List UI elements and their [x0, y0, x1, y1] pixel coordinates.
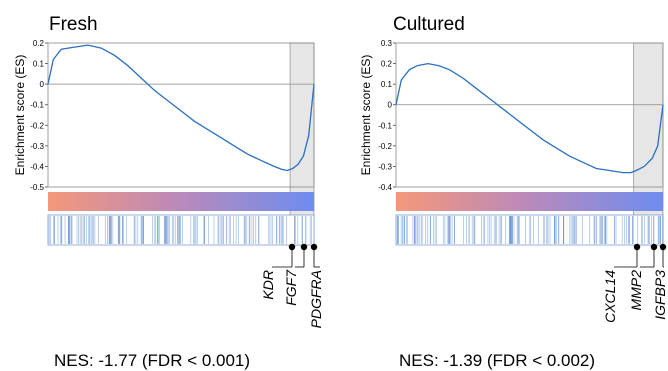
panel-fresh: Fresh 0.2 0.1 0 -0.1 -0.2 -0.3 -0.4 -0.5 Enrich… — [13, 14, 324, 370]
y-tick-label: -0.3 — [378, 162, 392, 171]
y-tick-label: 0 — [388, 101, 393, 110]
gene-label: FGF7 — [283, 269, 299, 306]
y-axis-label: Enrichment score (ES) — [13, 55, 27, 176]
nes-label: NES: -1.77 (FDR < 0.001) — [54, 351, 250, 370]
y-tick-label: 0.1 — [33, 60, 45, 69]
hit-barcode — [47, 214, 315, 246]
gene-label: IGFBP3 — [652, 270, 668, 320]
gene-marker-dot — [633, 243, 641, 251]
gene-marker-dot — [650, 243, 658, 251]
y-tick-label: 0.2 — [381, 60, 393, 69]
enrichment-curve — [47, 44, 315, 172]
gene-marker-dot — [288, 243, 296, 251]
y-tick-label: -0.2 — [378, 142, 392, 151]
panel-title: Cultured — [393, 14, 465, 35]
gene-label: KDR — [260, 270, 276, 300]
gene-marker-dot — [310, 243, 318, 251]
y-axis-label: Enrichment score (ES) — [359, 55, 373, 176]
y-tick-label: -0.1 — [378, 121, 392, 130]
gene-label: PDGFRA — [308, 270, 324, 328]
barcode-frame — [47, 214, 315, 246]
y-tick-label: 0.1 — [381, 80, 393, 89]
barcode-frame — [395, 214, 664, 246]
y-tick-label: -0.5 — [30, 183, 44, 192]
y-tick-label: -0.4 — [378, 183, 392, 192]
y-tick-label: -0.4 — [30, 162, 44, 171]
plot-frame — [47, 42, 315, 188]
gene-marker-dot — [300, 243, 308, 251]
panel-cultured: Cultured 0.3 0.2 0.1 0 -0.1 -0.2 -0.3 -0.4 Enri… — [359, 14, 668, 370]
rank-gradient-bar — [396, 192, 663, 211]
nes-label: NES: -1.39 (FDR < 0.002) — [399, 351, 595, 370]
plot-frame — [395, 42, 664, 188]
y-tick-label: -0.3 — [30, 142, 44, 151]
hit-barcode — [395, 214, 664, 246]
panel-title: Fresh — [49, 14, 98, 35]
enrichment-curve — [395, 62, 664, 174]
y-tick-label: 0 — [40, 80, 45, 89]
gene-marker-dot — [659, 243, 667, 251]
rank-gradient-bar — [48, 192, 314, 211]
y-tick-label: -0.1 — [30, 101, 44, 110]
y-tick-label: 0.3 — [381, 39, 393, 48]
gene-label: CXCL14 — [602, 270, 618, 323]
gene-label: MMP2 — [628, 270, 644, 311]
y-tick-label: 0.2 — [33, 39, 45, 48]
y-tick-label: -0.2 — [30, 121, 44, 130]
